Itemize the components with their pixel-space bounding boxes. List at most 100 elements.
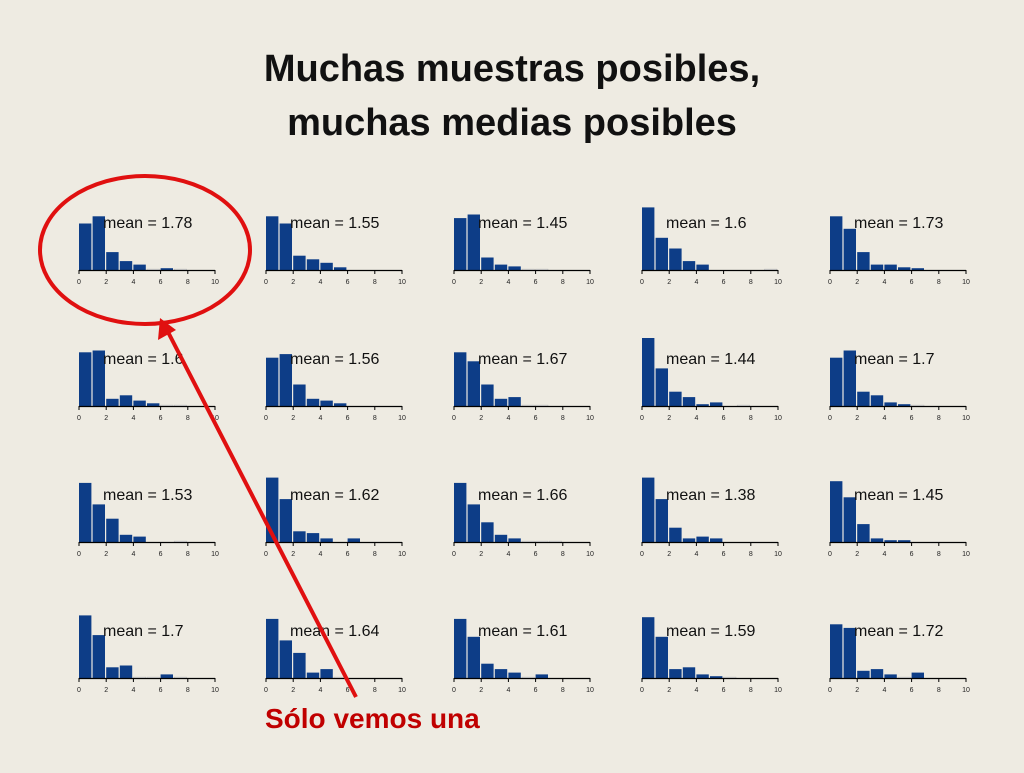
histogram-panel: 0 2 4 6 8 10 mean = 1.45 xyxy=(828,481,970,558)
histogram-bar xyxy=(481,384,494,406)
histogram-bar xyxy=(481,257,494,270)
histogram-bar xyxy=(764,268,778,271)
slide-title: Muchas muestras posibles, muchas medias … xyxy=(0,42,1024,150)
x-tick-label: 8 xyxy=(937,415,941,422)
histogram-bar xyxy=(173,676,187,679)
histogram-bar xyxy=(696,264,709,270)
x-tick-label: 6 xyxy=(534,279,538,286)
x-tick-label: 4 xyxy=(882,551,886,558)
histogram-bar xyxy=(454,482,467,542)
x-tick-label: 10 xyxy=(774,279,782,286)
histogram-panel: 0 2 4 6 8 10 mean = 1.53 xyxy=(77,482,219,558)
histogram-bar xyxy=(133,536,146,542)
histogram-bar xyxy=(723,676,737,679)
histogram-bar xyxy=(642,338,655,406)
histogram-bar xyxy=(494,534,508,542)
x-tick-label: 0 xyxy=(264,687,268,694)
x-tick-label: 10 xyxy=(962,687,970,694)
x-tick-label: 10 xyxy=(586,687,594,694)
x-tick-label: 6 xyxy=(534,415,538,422)
x-tick-label: 4 xyxy=(694,415,698,422)
x-tick-label: 6 xyxy=(346,279,350,286)
histogram-bar xyxy=(481,663,494,678)
x-tick-label: 10 xyxy=(962,551,970,558)
histogram-bar xyxy=(494,669,508,678)
histogram-bar xyxy=(306,672,320,678)
histogram-bar xyxy=(884,264,897,270)
histogram-bar xyxy=(710,538,723,542)
mean-label: mean = 1.45 xyxy=(478,215,568,232)
histogram-bar xyxy=(160,404,174,407)
histogram-bar xyxy=(521,540,535,543)
histogram-bar xyxy=(293,652,306,678)
histogram-bar xyxy=(147,403,160,406)
histogram-bar xyxy=(870,264,884,270)
x-tick-label: 0 xyxy=(77,415,81,422)
histogram-bar xyxy=(333,676,347,679)
histogram-bar xyxy=(79,482,92,542)
histogram-bar xyxy=(173,404,187,407)
histogram-bar xyxy=(79,615,92,678)
histogram-panel: 0 2 4 6 8 10 mean = 1.72 xyxy=(828,623,970,694)
x-tick-label: 10 xyxy=(586,279,594,286)
histogram-bar xyxy=(843,350,856,406)
histogram-bar xyxy=(884,540,897,542)
x-tick-label: 8 xyxy=(749,415,753,422)
x-tick-label: 2 xyxy=(855,415,859,422)
histogram-bar xyxy=(293,384,306,406)
histogram-bar xyxy=(898,267,911,270)
histogram-panel: 0 2 4 6 8 10 mean = 1.62 xyxy=(264,477,406,558)
histogram-bar xyxy=(467,361,480,406)
histogram-bar xyxy=(535,540,549,543)
mean-label: mean = 1.55 xyxy=(290,215,380,232)
histogram-panel: 0 2 4 6 8 10 mean = 1.78 xyxy=(77,215,219,286)
histogram-panel: 0 2 4 6 8 10 mean = 1.7 xyxy=(77,615,219,694)
histogram-panel: 0 2 4 6 8 10 mean = 1.66 xyxy=(452,482,594,558)
x-tick-label: 8 xyxy=(561,551,565,558)
x-tick-label: 2 xyxy=(104,415,108,422)
x-tick-label: 8 xyxy=(561,415,565,422)
histogram-bar xyxy=(843,627,856,678)
x-tick-label: 4 xyxy=(318,551,322,558)
x-tick-label: 0 xyxy=(828,279,832,286)
x-tick-label: 6 xyxy=(534,687,538,694)
histogram-bar xyxy=(857,524,870,542)
x-tick-label: 6 xyxy=(722,687,726,694)
histogram-bar xyxy=(334,403,347,406)
x-tick-label: 8 xyxy=(749,687,753,694)
histogram-bar xyxy=(897,676,911,679)
histogram-bar xyxy=(535,268,549,271)
histogram-bar xyxy=(696,674,709,678)
x-tick-label: 8 xyxy=(749,279,753,286)
x-tick-label: 2 xyxy=(667,687,671,694)
histogram-bar xyxy=(535,404,549,407)
x-tick-label: 8 xyxy=(186,687,190,694)
histogram-bar xyxy=(494,264,508,270)
x-tick-label: 0 xyxy=(452,551,456,558)
histogram-bar xyxy=(133,400,146,406)
histogram-bar xyxy=(266,618,279,678)
x-tick-label: 0 xyxy=(77,687,81,694)
mean-label: mean = 1.7 xyxy=(854,351,935,368)
x-tick-label: 6 xyxy=(346,687,350,694)
x-tick-label: 6 xyxy=(910,687,914,694)
mean-label: mean = 1.38 xyxy=(666,487,756,504)
histogram-panel: 0 2 4 6 8 10 mean = 1.6 xyxy=(640,207,782,286)
x-tick-label: 4 xyxy=(506,687,510,694)
x-tick-label: 4 xyxy=(506,415,510,422)
x-tick-label: 0 xyxy=(452,279,456,286)
x-tick-label: 0 xyxy=(828,687,832,694)
x-tick-label: 2 xyxy=(104,551,108,558)
histogram-bar xyxy=(454,618,467,678)
histogram-bar xyxy=(655,237,668,270)
histogram-bar xyxy=(119,261,133,270)
histogram-bar xyxy=(92,350,105,406)
histogram-bar xyxy=(334,267,347,270)
x-tick-label: 6 xyxy=(159,551,163,558)
x-tick-label: 8 xyxy=(373,415,377,422)
histogram-bar xyxy=(92,504,105,542)
x-tick-label: 6 xyxy=(159,415,163,422)
histogram-bar xyxy=(508,266,521,270)
